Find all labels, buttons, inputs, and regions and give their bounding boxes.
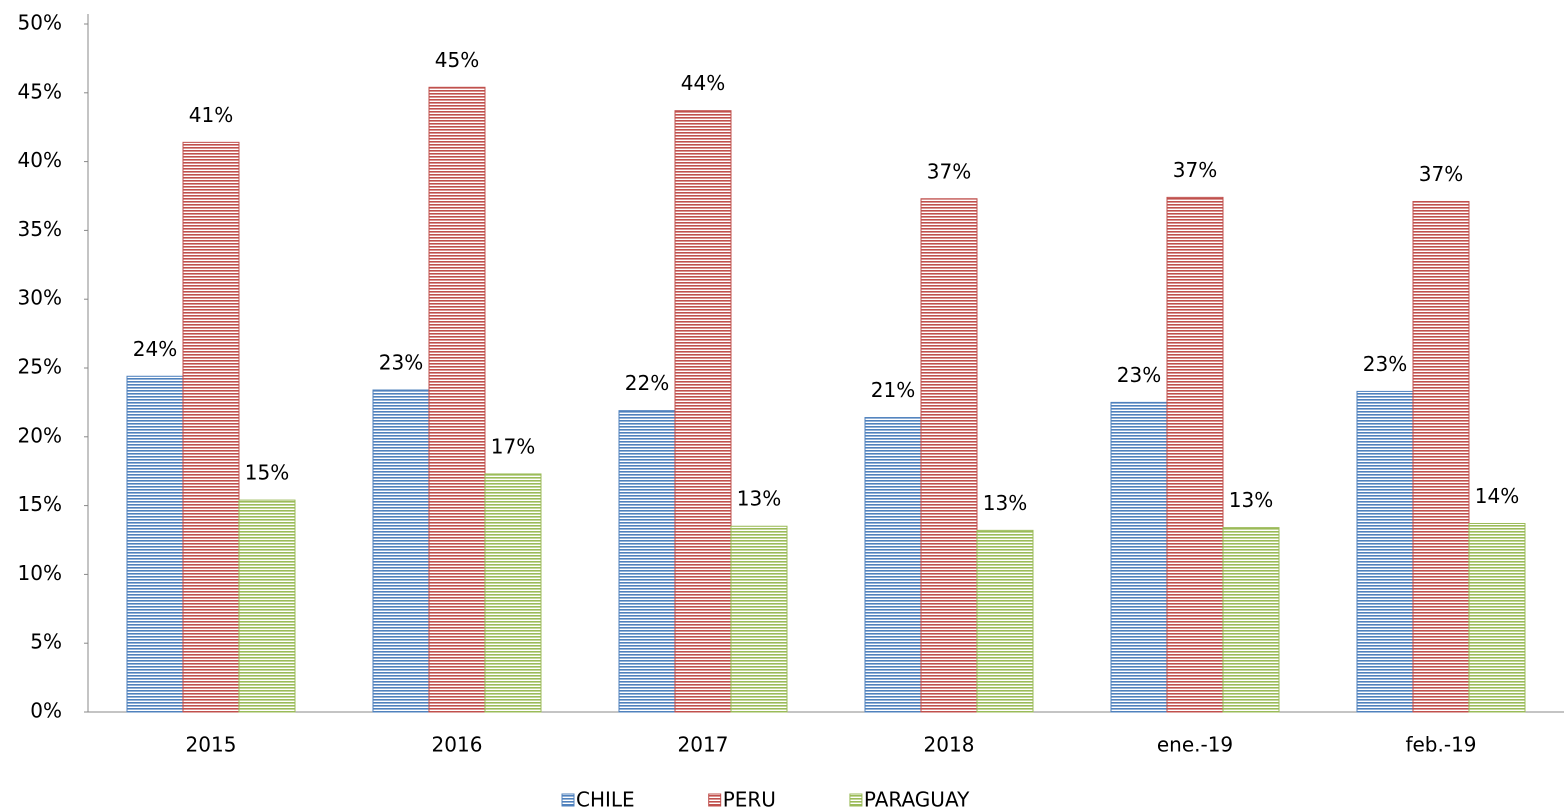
bar (126, 375, 184, 713)
bar (618, 410, 676, 713)
y-tick-label: 10% (18, 561, 62, 585)
legend-swatch (849, 793, 863, 807)
bar (1166, 196, 1224, 713)
data-label: 15% (245, 461, 289, 485)
bar (372, 389, 430, 713)
data-label: 23% (1117, 363, 1161, 387)
x-tick-label: ene.-19 (1157, 733, 1233, 757)
x-tick-label: 2015 (186, 733, 237, 757)
legend-label: CHILE (576, 788, 635, 812)
bar (182, 141, 240, 713)
x-tick-label: feb.-19 (1405, 733, 1476, 757)
bar (1110, 401, 1168, 713)
bar (1356, 390, 1414, 713)
data-label: 13% (737, 487, 781, 511)
bar (674, 110, 732, 713)
data-label: 37% (1173, 158, 1217, 182)
y-tick-label: 20% (18, 423, 62, 447)
y-tick-label: 30% (18, 286, 62, 310)
data-label: 44% (681, 71, 725, 95)
data-label: 37% (927, 159, 971, 183)
bar (238, 499, 296, 713)
y-tick-label: 0% (30, 699, 62, 723)
data-label: 37% (1419, 162, 1463, 186)
bar (1222, 527, 1280, 713)
legend-label: PERU (723, 788, 776, 812)
data-label: 22% (625, 371, 669, 395)
x-tick-label: 2018 (924, 733, 975, 757)
bar (920, 198, 978, 713)
bar (1412, 201, 1470, 713)
y-tick-label: 45% (18, 79, 62, 103)
bar (1468, 522, 1526, 713)
y-tick-label: 5% (30, 630, 62, 654)
y-tick-label: 25% (18, 355, 62, 379)
data-label: 23% (379, 351, 423, 375)
bar (864, 417, 922, 713)
data-label: 21% (871, 378, 915, 402)
legend-swatch (561, 793, 575, 807)
data-label: 41% (189, 103, 233, 127)
bar (428, 86, 486, 713)
legend-label: PARAGUAY (864, 788, 970, 812)
y-tick-label: 15% (18, 492, 62, 516)
x-tick-label: 2017 (678, 733, 729, 757)
data-label: 23% (1363, 352, 1407, 376)
data-label: 13% (1229, 488, 1273, 512)
data-label: 24% (133, 337, 177, 361)
bar (484, 473, 542, 713)
x-tick-label: 2016 (432, 733, 483, 757)
y-tick-label: 40% (18, 148, 62, 172)
data-label: 45% (435, 48, 479, 72)
bar (730, 525, 788, 713)
legend-swatch (708, 793, 722, 807)
bar (976, 529, 1034, 713)
y-tick-label: 35% (18, 217, 62, 241)
data-label: 13% (983, 491, 1027, 515)
data-label: 17% (491, 434, 535, 458)
y-tick-label: 50% (18, 11, 62, 35)
data-label: 14% (1475, 484, 1519, 508)
